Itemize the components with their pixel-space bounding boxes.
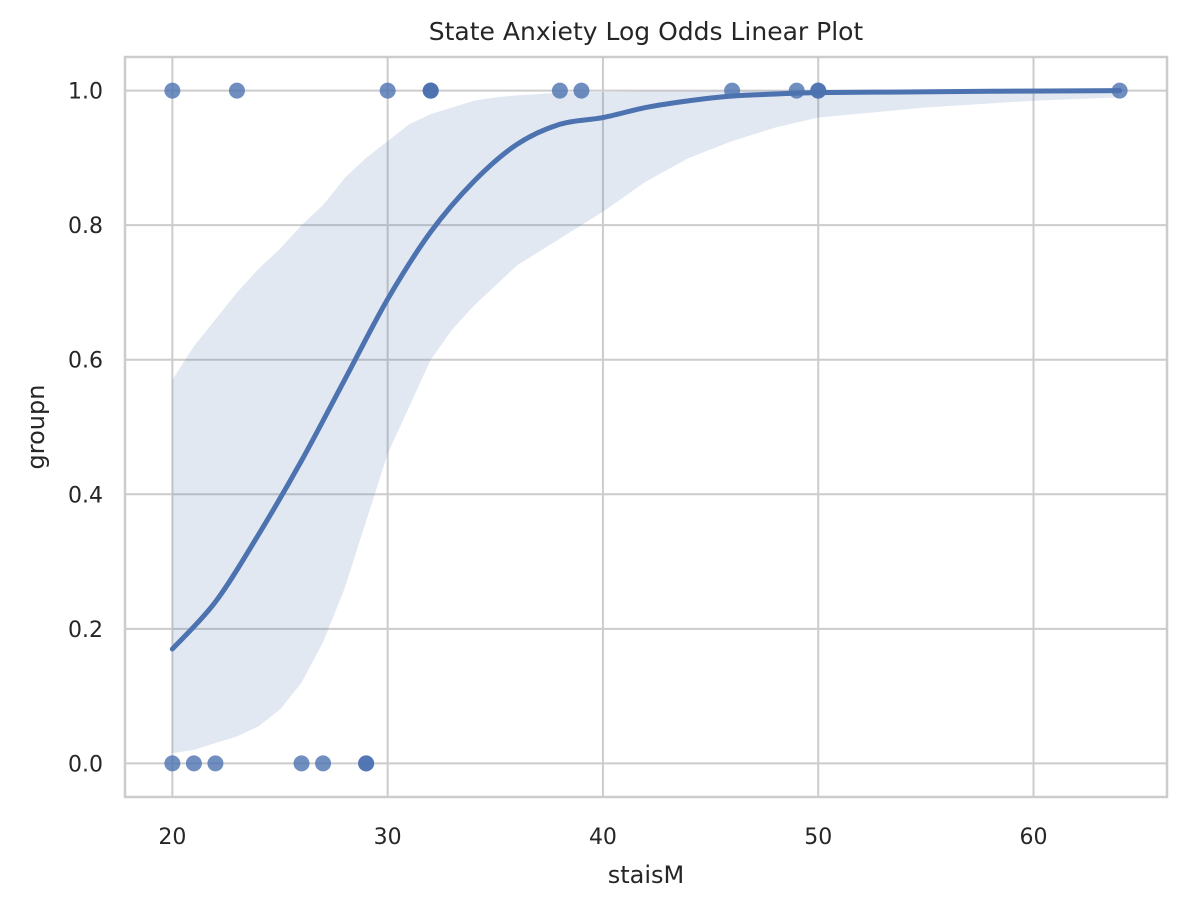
- x-tick-label: 30: [374, 825, 402, 850]
- x-tick-label: 60: [1020, 825, 1048, 850]
- data-point: [185, 755, 202, 772]
- data-point: [164, 82, 181, 99]
- y-tick-label: 0.6: [68, 349, 103, 374]
- x-axis-label: staisM: [608, 861, 685, 889]
- data-point: [207, 755, 224, 772]
- y-tick-label: 0.8: [68, 214, 103, 239]
- data-point: [228, 82, 245, 99]
- y-tick-labels: 0.0 0.2 0.4 0.6 0.8 1.0: [68, 80, 103, 778]
- data-point: [573, 82, 590, 99]
- data-point: [379, 82, 396, 99]
- chart-title: State Anxiety Log Odds Linear Plot: [429, 17, 864, 46]
- x-tick-label: 20: [158, 825, 186, 850]
- confidence-band: [172, 90, 1120, 754]
- y-tick-label: 0.2: [68, 618, 103, 643]
- data-point: [164, 755, 181, 772]
- scatter-points: [164, 82, 1128, 772]
- data-point: [358, 755, 375, 772]
- y-axis-label: groupn: [22, 385, 50, 470]
- data-point: [315, 755, 332, 772]
- data-point: [422, 82, 439, 99]
- plot-frame: [123, 55, 1169, 799]
- fit-line: [169, 88, 1123, 652]
- x-tick-label: 50: [804, 825, 832, 850]
- data-point: [551, 82, 568, 99]
- x-tick-label: 40: [589, 825, 617, 850]
- x-tick-labels: 20 30 40 50 60: [158, 825, 1047, 850]
- y-tick-label: 1.0: [68, 80, 103, 105]
- y-tick-label: 0.0: [68, 752, 103, 777]
- y-tick-label: 0.4: [68, 483, 103, 508]
- data-point: [293, 755, 310, 772]
